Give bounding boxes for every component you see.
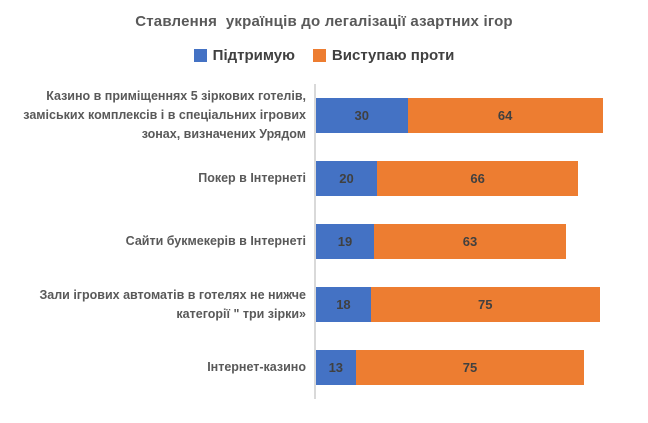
bar-segment-support: 18 (316, 287, 371, 322)
category-label: Інтернет-казино (207, 360, 306, 375)
legend-marker-oppose-icon (312, 49, 326, 62)
bar-area: 13 75 (314, 336, 648, 399)
bar-area: 20 66 (314, 147, 648, 210)
value-label: 64 (497, 108, 513, 123)
value-label: 66 (470, 171, 485, 186)
stacked-bar: 30 64 (316, 98, 603, 133)
stacked-bar: 13 75 (316, 350, 585, 385)
chart-title: Ставлення українців до легалізації азарт… (135, 13, 513, 30)
bar-segment-oppose: 66 (377, 161, 579, 196)
stacked-bar: 20 66 (316, 161, 579, 196)
legend-label-oppose: Виступаю проти (331, 47, 455, 64)
chart-row: Зали ігрових автоматів в готелях не нижч… (0, 273, 648, 336)
value-label: 63 (462, 234, 478, 249)
chart-row: Сайти букмекерів в Інтернеті 19 63 (0, 210, 648, 273)
bar-segment-support: 20 (316, 161, 377, 196)
legend-item-support: Підтримую (193, 47, 295, 64)
value-label: 13 (328, 360, 344, 375)
category-label: Покер в Інтернеті (198, 171, 306, 186)
bar-segment-support: 19 (316, 224, 374, 259)
bar-segment-oppose: 63 (373, 224, 567, 259)
value-label: 30 (354, 108, 369, 123)
chart-row: Покер в Інтернеті 20 66 (0, 147, 648, 210)
plot-area: Казино в приміщеннях 5 зіркових готелів,… (0, 84, 648, 399)
legend-marker-support-icon (193, 49, 207, 62)
bar-segment-support: 30 (316, 98, 408, 133)
legend-label-support: Підтримую (212, 47, 295, 64)
value-label: 75 (462, 360, 478, 375)
stacked-bar: 19 63 (316, 224, 567, 259)
value-label: 18 (336, 297, 351, 312)
bar-area: 18 75 (314, 273, 648, 336)
value-label: 75 (478, 297, 493, 312)
value-label: 20 (339, 171, 354, 186)
bar-segment-oppose: 75 (355, 350, 585, 385)
value-label: 19 (337, 234, 353, 249)
category-label: Зали ігрових автоматів в готелях не нижч… (39, 287, 306, 321)
legend-item-oppose: Виступаю проти (312, 47, 455, 64)
bar-area: 30 64 (314, 84, 648, 147)
chart-row: Казино в приміщеннях 5 зіркових готелів,… (0, 84, 648, 147)
category-label: Казино в приміщеннях 5 зіркових готелів,… (23, 89, 306, 141)
chart-row: Інтернет-казино 13 75 (0, 336, 648, 399)
bar-segment-support: 13 (316, 350, 356, 385)
bar-area: 19 63 (314, 210, 648, 273)
bar-segment-oppose: 75 (370, 287, 600, 322)
legend: Підтримую Виступаю проти (0, 47, 648, 64)
category-label: Сайти букмекерів в Інтернеті (125, 234, 306, 249)
bar-segment-oppose: 64 (407, 98, 603, 133)
stacked-bar: 18 75 (316, 287, 600, 322)
